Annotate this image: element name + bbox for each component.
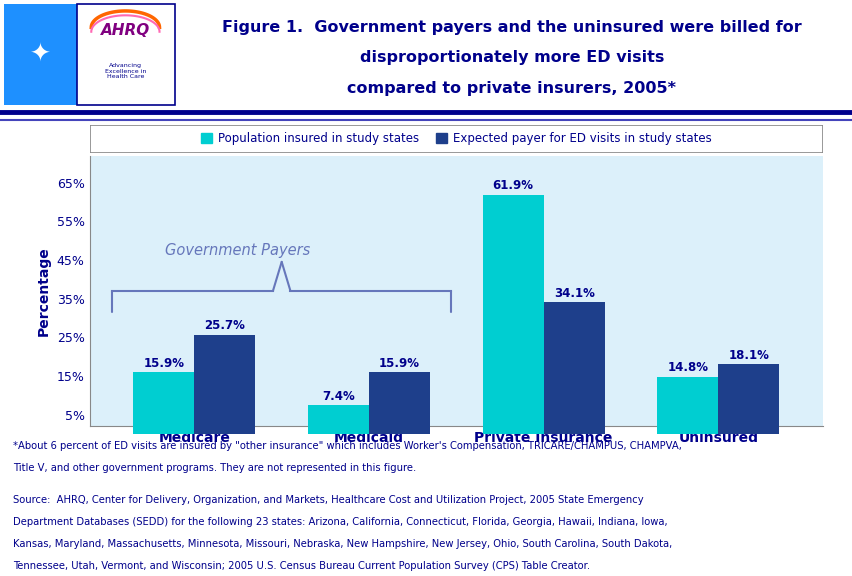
Bar (543, 302, 604, 434)
Text: Title V, and other government programs. They are not represented in this figure.: Title V, and other government programs. … (13, 463, 416, 473)
Text: 15.9%: 15.9% (378, 357, 419, 370)
FancyBboxPatch shape (4, 5, 77, 105)
Legend: Population insured in study states, Expected payer for ED visits in study states: Population insured in study states, Expe… (196, 128, 716, 150)
Bar (308, 406, 369, 434)
Text: Government Payers: Government Payers (165, 243, 310, 258)
Text: ✦: ✦ (30, 43, 50, 67)
Text: 14.8%: 14.8% (666, 361, 707, 374)
FancyBboxPatch shape (77, 5, 175, 105)
Text: Department Databases (SEDD) for the following 23 states: Arizona, California, Co: Department Databases (SEDD) for the foll… (13, 517, 666, 527)
Bar (194, 335, 256, 434)
Text: disproportionately more ED visits: disproportionately more ED visits (360, 50, 663, 65)
Text: 7.4%: 7.4% (322, 390, 354, 403)
Text: Tennessee, Utah, Vermont, and Wisconsin; 2005 U.S. Census Bureau Current Populat: Tennessee, Utah, Vermont, and Wisconsin;… (13, 561, 589, 571)
Bar (369, 373, 429, 434)
Text: 61.9%: 61.9% (492, 179, 533, 192)
Text: Kansas, Maryland, Massachusetts, Minnesota, Missouri, Nebraska, New Hampshire, N: Kansas, Maryland, Massachusetts, Minneso… (13, 539, 671, 550)
Text: 25.7%: 25.7% (204, 319, 245, 332)
Text: *About 6 percent of ED visits are insured by "other insurance" which includes Wo: *About 6 percent of ED visits are insure… (13, 441, 681, 451)
Text: compared to private insurers, 2005*: compared to private insurers, 2005* (347, 81, 676, 96)
Bar (482, 195, 543, 434)
Text: 18.1%: 18.1% (728, 348, 769, 362)
Text: Figure 1.  Government payers and the uninsured were billed for: Figure 1. Government payers and the unin… (222, 20, 801, 35)
Bar (656, 377, 717, 434)
Bar (717, 364, 779, 434)
FancyBboxPatch shape (89, 125, 822, 153)
Bar (133, 373, 194, 434)
Text: 15.9%: 15.9% (143, 357, 184, 370)
Text: AHRQ: AHRQ (101, 23, 150, 38)
Y-axis label: Percentage: Percentage (37, 246, 51, 336)
Text: Source:  AHRQ, Center for Delivery, Organization, and Markets, Healthcare Cost a: Source: AHRQ, Center for Delivery, Organ… (13, 495, 642, 505)
Text: Advancing
Excellence in
Health Care: Advancing Excellence in Health Care (105, 63, 146, 79)
Text: 34.1%: 34.1% (553, 287, 594, 300)
